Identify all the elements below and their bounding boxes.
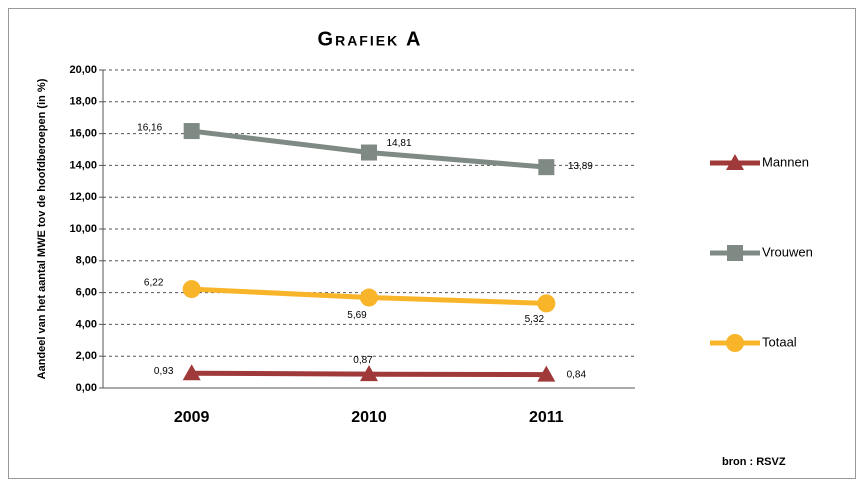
- legend-marker: [726, 154, 744, 170]
- data-label: 13,89: [568, 161, 593, 172]
- y-tick-label: 16,00: [69, 128, 97, 140]
- data-label: 0,93: [154, 366, 174, 377]
- data-label: 5,32: [525, 314, 545, 325]
- x-tick-label: 2009: [174, 409, 210, 426]
- legend-label: Vrouwen: [762, 244, 813, 259]
- y-tick-label: 20,00: [69, 64, 97, 76]
- y-tick-label: 4,00: [76, 318, 97, 330]
- data-label: 0,84: [567, 369, 587, 380]
- data-label: 6,22: [144, 278, 164, 289]
- y-tick-label: 6,00: [76, 287, 97, 299]
- data-label: 16,16: [137, 123, 162, 134]
- x-tick-label: 2010: [351, 409, 387, 426]
- x-tick-label: 2011: [529, 409, 564, 426]
- y-tick-label: 0,00: [76, 382, 97, 394]
- data-label: 5,69: [347, 310, 367, 321]
- marker: [183, 123, 200, 140]
- chart-title: Grafiek A: [318, 28, 423, 50]
- chart-frame: [8, 8, 856, 479]
- y-tick-label: 10,00: [69, 223, 97, 235]
- legend-label: Mannen: [762, 154, 809, 169]
- marker: [538, 159, 555, 176]
- y-axis-label: Aandeel van het aantal MWE tov de hoofdb…: [36, 78, 48, 379]
- legend-label: Totaal: [762, 334, 797, 349]
- data-label: 0,87: [353, 355, 373, 366]
- marker: [182, 364, 201, 381]
- legend-marker: [727, 245, 743, 261]
- source: bron : RSVZ: [722, 456, 786, 468]
- marker: [360, 288, 378, 307]
- y-tick-label: 8,00: [76, 255, 97, 267]
- data-label: 14,81: [386, 138, 411, 149]
- y-tick-label: 18,00: [69, 96, 97, 108]
- y-tick-label: 14,00: [69, 159, 97, 171]
- marker: [537, 294, 556, 313]
- marker: [537, 365, 556, 382]
- marker: [182, 280, 201, 299]
- marker: [360, 365, 378, 382]
- y-tick-label: 2,00: [76, 350, 97, 362]
- legend-marker: [726, 334, 744, 352]
- marker: [361, 144, 377, 161]
- y-tick-label: 12,00: [69, 191, 97, 203]
